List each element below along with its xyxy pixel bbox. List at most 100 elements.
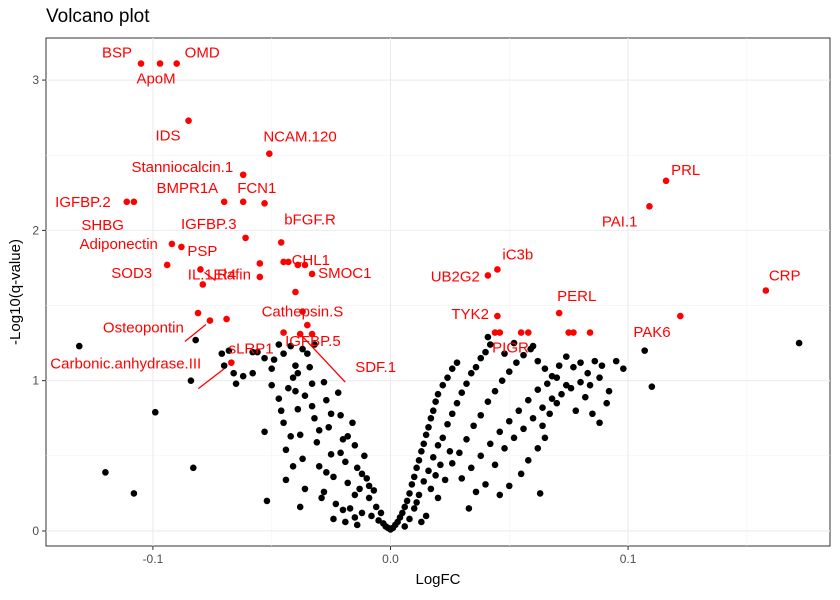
gene-label: PIGR (492, 340, 529, 357)
data-point (363, 475, 371, 482)
data-point (351, 514, 359, 521)
data-point (353, 521, 361, 529)
x-axis-title: LogFC (415, 571, 460, 588)
data-point (349, 419, 356, 427)
data-point (543, 380, 551, 387)
data-point (427, 485, 435, 493)
significant-point (266, 150, 273, 158)
data-point (422, 512, 430, 520)
data-point (555, 362, 563, 369)
data-point (403, 497, 411, 505)
data-point (603, 399, 610, 407)
x-tick-label: 0.1 (620, 552, 637, 566)
data-point (612, 357, 620, 365)
significant-point (677, 312, 684, 320)
gene-label: BMPR1A (156, 180, 218, 197)
significant-point (173, 60, 180, 67)
data-point (472, 488, 480, 496)
gene-label: Cathepsin.S (262, 304, 344, 321)
data-point (280, 350, 287, 357)
gene-label: PAK6 (633, 324, 670, 341)
gene-label: NCAM.120 (263, 129, 336, 146)
x-tick-label: -0.1 (143, 552, 164, 566)
data-point (496, 428, 504, 436)
data-point (299, 455, 306, 463)
significant-point (280, 258, 287, 266)
gene-label: SOD3 (111, 265, 152, 282)
gene-label: IDS (156, 128, 181, 145)
gene-label: sLRP1 (229, 341, 274, 358)
gene-label: Osteopontin (103, 320, 184, 337)
data-point (598, 362, 606, 369)
data-point (365, 482, 373, 490)
significant-point (494, 266, 501, 273)
data-point (434, 494, 442, 502)
data-point (484, 333, 492, 341)
data-point (406, 490, 413, 497)
significant-point (586, 329, 594, 336)
data-point (491, 387, 499, 395)
data-point (323, 469, 330, 476)
data-point (501, 350, 508, 357)
data-point (361, 452, 368, 460)
significant-point (256, 260, 264, 267)
significant-point (185, 117, 192, 124)
data-point (441, 476, 449, 484)
gene-label: iC3b (502, 246, 533, 263)
data-point (584, 369, 591, 377)
data-point (401, 523, 409, 530)
data-point (344, 479, 352, 487)
significant-point (308, 330, 316, 338)
data-point (534, 445, 542, 452)
significant-point (496, 329, 504, 336)
data-point (458, 389, 466, 396)
data-point (570, 363, 577, 371)
gene-label: Elafin (213, 266, 251, 283)
data-point (546, 410, 553, 418)
data-point (437, 461, 444, 469)
data-point (529, 342, 537, 350)
significant-point (280, 329, 287, 336)
data-point (130, 490, 138, 497)
gene-label: SDF.1 (355, 359, 396, 376)
significant-point (242, 234, 249, 242)
significant-point (294, 261, 302, 269)
data-point (332, 500, 340, 508)
data-point (596, 374, 603, 381)
data-point (282, 476, 290, 484)
data-point (498, 377, 506, 384)
gene-label: PERL (557, 288, 596, 305)
y-tick-label: 1 (32, 374, 39, 388)
significant-point (163, 261, 171, 269)
data-point (413, 499, 420, 506)
data-point (425, 423, 432, 431)
data-point (517, 470, 525, 478)
data-point (306, 363, 314, 371)
data-point (453, 399, 461, 407)
data-point (410, 505, 418, 512)
gene-label: Stanniocalcin.1 (131, 159, 233, 176)
significant-point (220, 198, 228, 206)
data-point (577, 359, 584, 366)
data-point (339, 435, 347, 443)
data-point (463, 435, 470, 443)
data-point (325, 423, 333, 431)
significant-point (308, 270, 316, 278)
data-point (553, 399, 561, 407)
gene-label: CHL1 (292, 252, 330, 269)
data-point (467, 464, 475, 472)
gene-label: PAI.1 (602, 213, 638, 230)
data-point (249, 369, 256, 377)
data-point (418, 448, 425, 455)
data-point (337, 449, 344, 457)
data-point (536, 490, 544, 497)
data-point (399, 509, 406, 517)
data-point (263, 497, 271, 505)
data-point (344, 432, 352, 440)
significant-point (199, 281, 207, 288)
data-point (795, 339, 803, 347)
significant-point (277, 239, 285, 246)
data-point (470, 422, 477, 430)
gene-label: IGFBP.3 (181, 216, 237, 233)
data-point (446, 448, 454, 455)
